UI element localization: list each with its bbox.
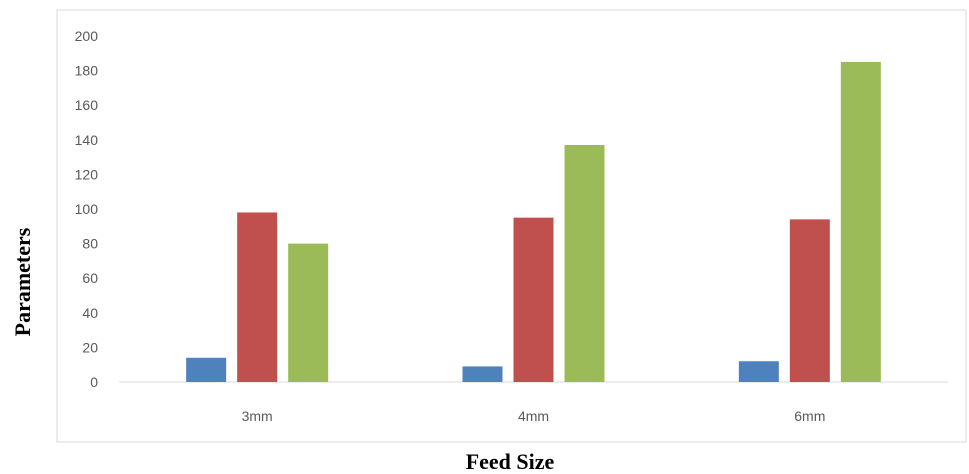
y-axis-ticks: 0 20 40 60 80 100 120 140 160 180 200: [75, 28, 99, 390]
bar-6mm-series-3: [840, 61, 881, 382]
y-tick-label: 60: [82, 270, 98, 286]
y-tick-label: 80: [82, 236, 98, 252]
bar-3mm-series-3: [288, 243, 329, 382]
y-tick-label: 160: [75, 97, 99, 113]
bar-3mm-series-1: [186, 357, 227, 382]
bars: [186, 61, 881, 382]
bar-4mm-series-1: [462, 366, 503, 382]
bar-4mm-series-3: [564, 144, 605, 382]
x-axis-ticks: 3mm 4mm 6mm: [242, 408, 826, 424]
y-tick-label: 120: [75, 166, 99, 182]
y-tick-label: 20: [82, 339, 98, 355]
bar-3mm-series-2: [237, 212, 278, 382]
y-tick-label: 140: [75, 132, 99, 148]
x-tick-label: 3mm: [242, 408, 273, 424]
y-tick-label: 180: [75, 63, 99, 79]
y-tick-label: 100: [75, 201, 99, 217]
x-tick-label: 4mm: [518, 408, 549, 424]
x-axis-title: Feed Size: [466, 449, 555, 474]
y-tick-label: 40: [82, 305, 98, 321]
y-tick-label: 0: [90, 374, 98, 390]
y-tick-label: 200: [75, 28, 99, 44]
y-axis-title: Parameters: [10, 227, 35, 336]
bar-6mm-series-1: [738, 361, 779, 382]
bar-6mm-series-2: [789, 219, 830, 382]
x-tick-label: 6mm: [794, 408, 825, 424]
bar-4mm-series-2: [513, 217, 554, 382]
